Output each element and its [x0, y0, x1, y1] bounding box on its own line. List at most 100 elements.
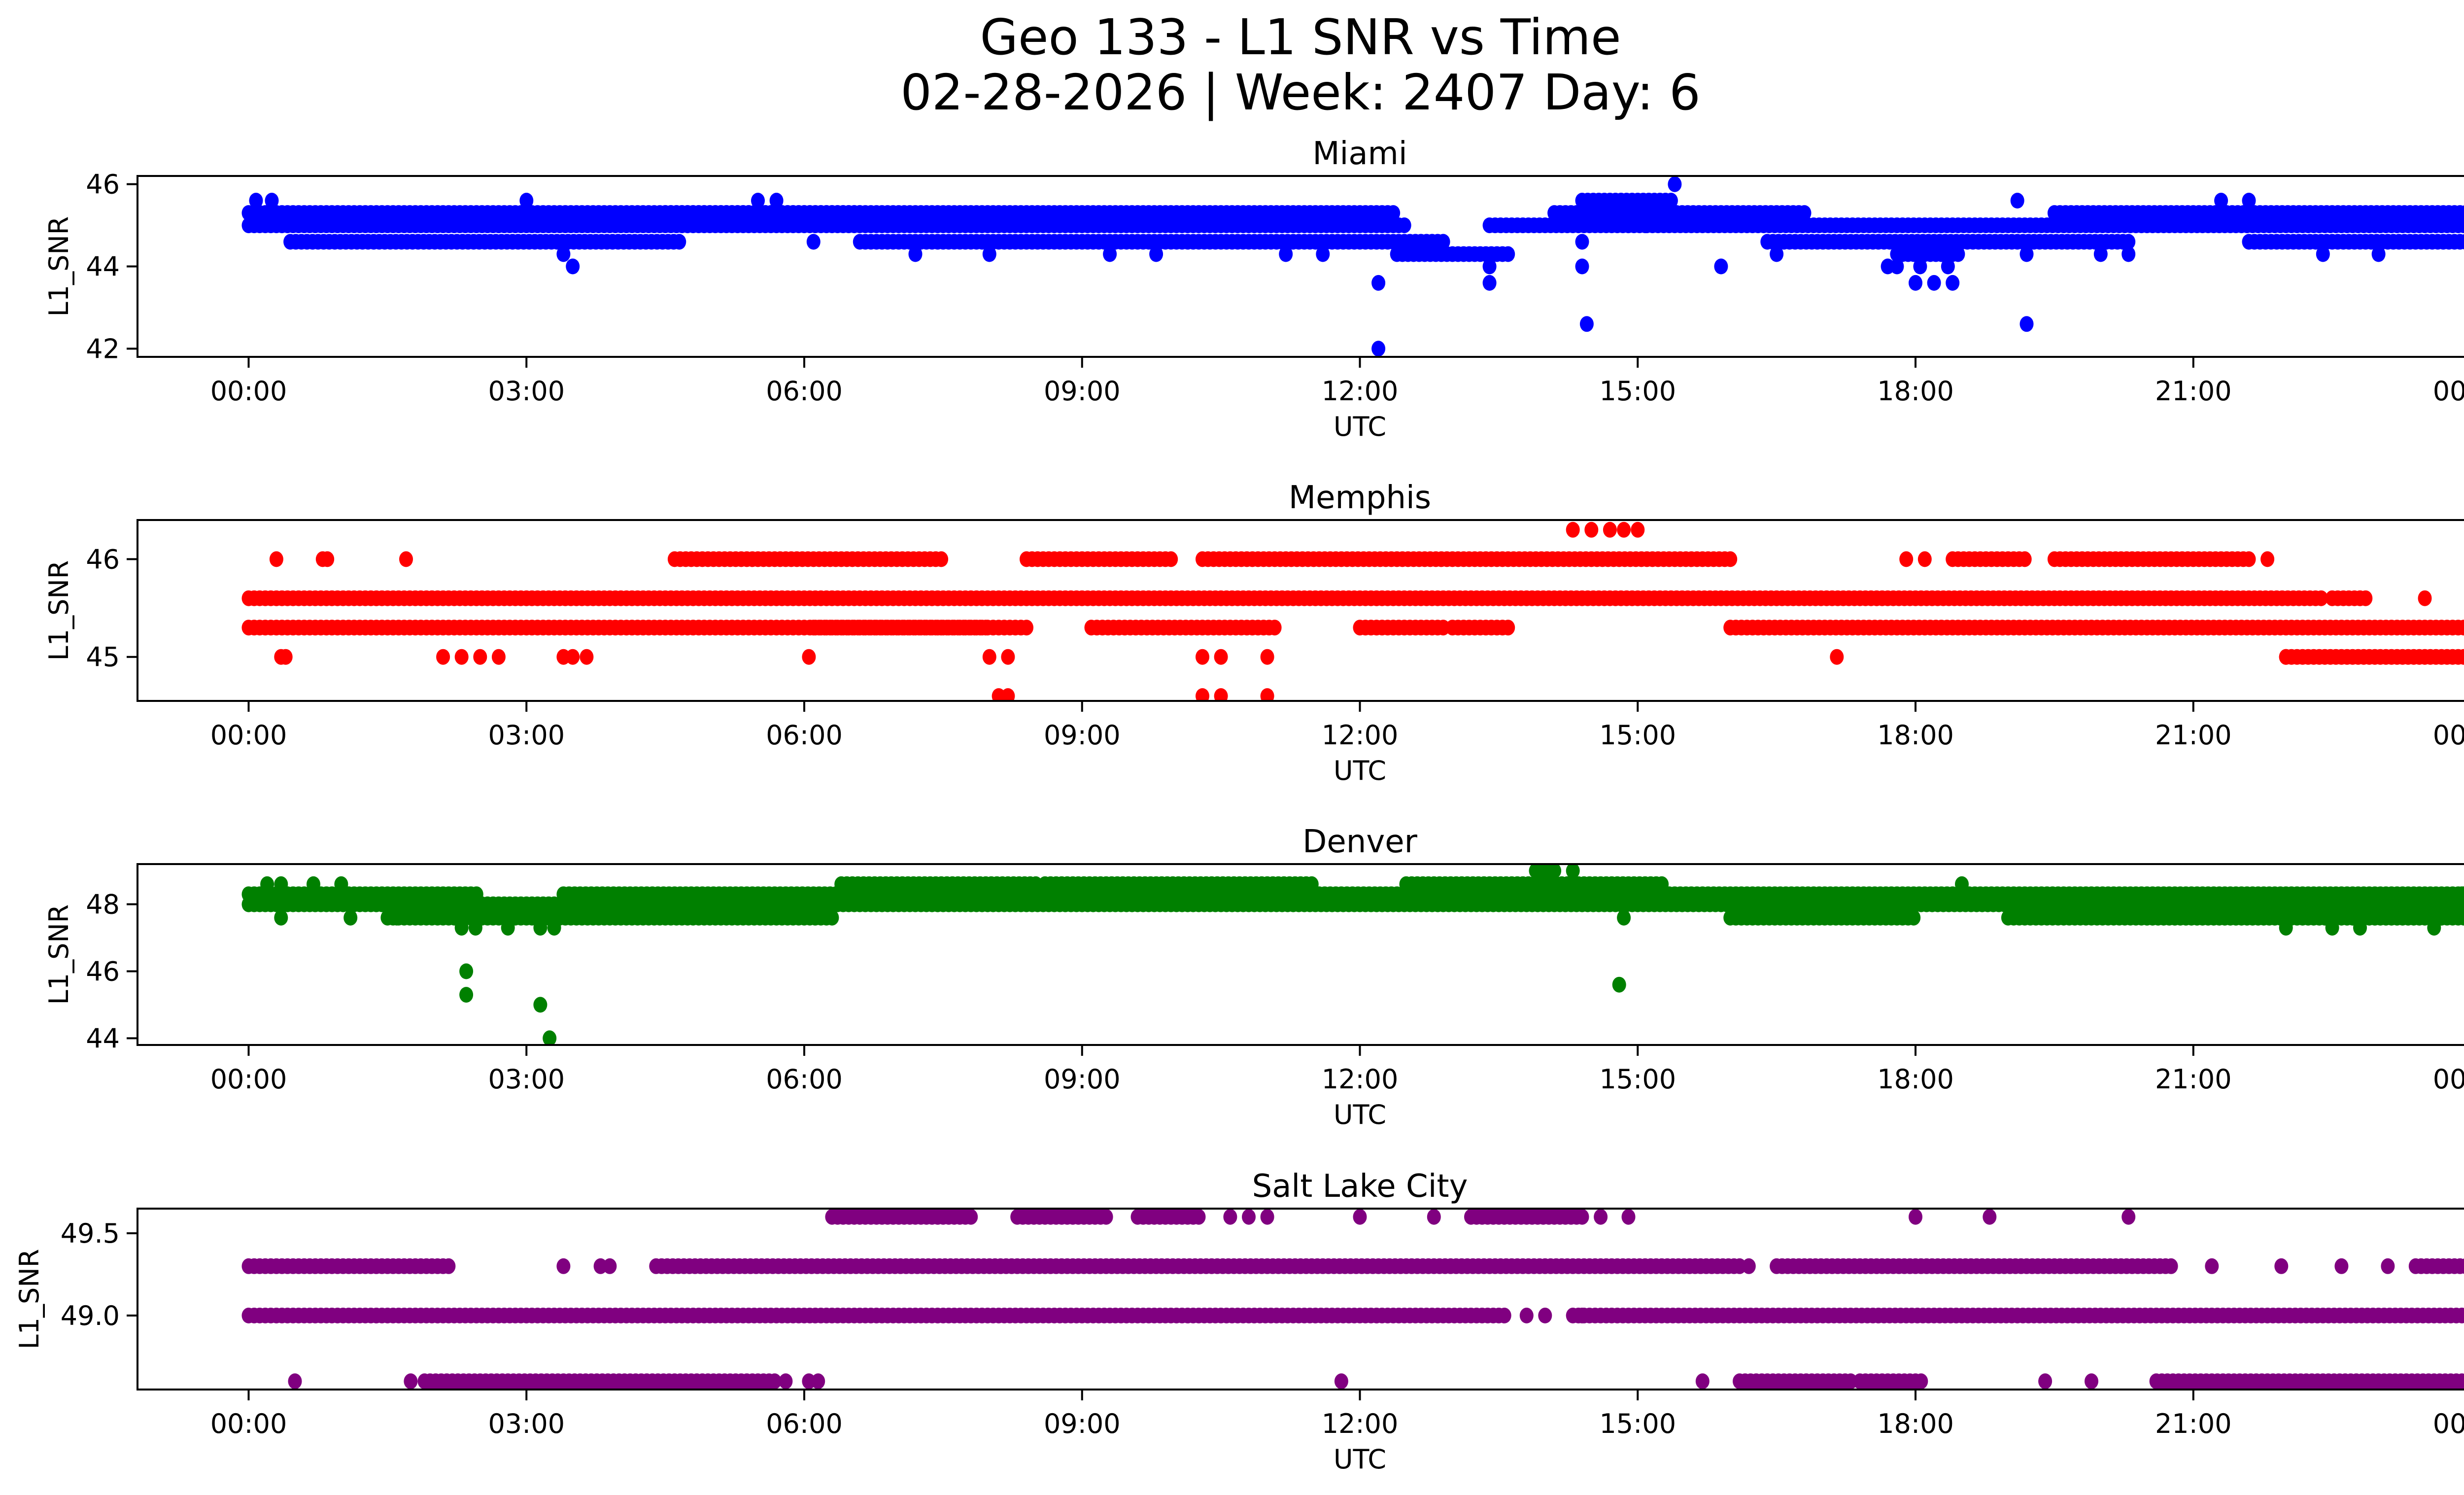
data-point	[2019, 316, 2034, 332]
data-point	[1951, 246, 1965, 262]
data-point	[278, 649, 293, 665]
data-point	[1575, 258, 1589, 275]
data-point	[265, 193, 279, 209]
data-point	[2314, 590, 2328, 606]
data-point	[2461, 1309, 2464, 1322]
data-point	[2122, 234, 2136, 250]
panels: Miami 00:00 03:00 06:00 09:00 12:00 15:00 18:00…	[14, 136, 2464, 1475]
data-point	[603, 1258, 617, 1274]
data-point	[1913, 258, 1927, 275]
data-point	[1214, 688, 1228, 701]
data-point	[459, 963, 474, 979]
data-point	[1566, 864, 1580, 879]
data-point	[1099, 1209, 1113, 1225]
data-point	[468, 920, 482, 936]
data-point	[2457, 909, 2464, 926]
data-point	[2279, 649, 2293, 665]
x-tick-label: 03:00	[488, 1064, 565, 1095]
data-point	[2334, 1258, 2349, 1274]
data-point	[2457, 649, 2464, 665]
x-tick-label: 09:00	[1044, 376, 1121, 407]
data-point	[1260, 1209, 1274, 1225]
data-point	[2316, 246, 2330, 262]
y-tick-label: 42	[86, 333, 120, 364]
data-point	[436, 649, 450, 665]
data-point	[2459, 205, 2464, 221]
chart-title: Geo 133 - L1 SNR vs Time	[980, 8, 1621, 66]
data-point	[1946, 275, 1960, 291]
data-point	[1621, 1209, 1636, 1225]
panel-memphis: Memphis 00:00 03:00 06:00 09:00 12:00 15:00 18:…	[43, 480, 2464, 786]
data-point	[2418, 590, 2432, 606]
x-tick-label: 12:00	[1322, 1408, 1399, 1439]
data-point	[1267, 620, 1282, 636]
data-point	[1371, 341, 1386, 357]
data-point	[1664, 193, 1678, 209]
data-point	[1655, 876, 1669, 892]
data-point	[2353, 590, 2367, 606]
data-point	[2214, 193, 2228, 209]
data-point	[1890, 258, 1904, 275]
y-axis-label: L1_SNR	[43, 216, 74, 317]
data-point	[1907, 909, 1921, 926]
data-point	[1955, 876, 1969, 892]
data-point	[908, 246, 923, 262]
data-point	[399, 551, 413, 567]
x-tick-label: 03:00	[488, 376, 565, 407]
data-point	[1020, 620, 1033, 636]
y-tick-label: 44	[86, 251, 120, 282]
panel-title: Miami	[1312, 136, 1407, 172]
chart-subtitle: 02-28-2026 | Week: 2407 Day: 6	[900, 64, 1700, 121]
data-point	[2085, 1373, 2098, 1390]
data-point	[2462, 912, 2464, 923]
data-point	[249, 193, 263, 209]
data-point	[274, 876, 288, 892]
data-point	[2242, 551, 2256, 567]
data-point	[1497, 1307, 1511, 1323]
data-point	[1196, 649, 1209, 665]
x-tick-label: 15:00	[1599, 720, 1676, 751]
data-point	[1695, 1373, 1710, 1390]
y-axis-label: L1_SNR	[43, 560, 74, 661]
data-point	[2325, 920, 2339, 936]
data-point	[825, 909, 839, 926]
data-point	[1260, 649, 1274, 665]
x-tick-label: 00:00	[210, 1064, 287, 1095]
data-point	[2122, 246, 2136, 262]
data-point	[2242, 193, 2256, 209]
data-point	[1927, 275, 1941, 291]
data-point	[2093, 246, 2108, 262]
x-axis-label: UTC	[1334, 1099, 1386, 1130]
data-point	[556, 246, 571, 262]
x-tick-label: 00:00	[2433, 376, 2464, 407]
data-point	[343, 909, 358, 926]
data-point	[1436, 234, 1450, 250]
data-point	[853, 205, 867, 221]
data-point	[1631, 522, 1645, 538]
data-point	[269, 551, 283, 567]
y-tick-label: 48	[86, 889, 120, 920]
x-tick-label: 15:00	[1599, 1064, 1676, 1095]
data-point	[802, 649, 816, 665]
y-tick-label: 49.0	[61, 1300, 120, 1331]
data-point	[1242, 1209, 1256, 1225]
panel-salt-lake-city: Salt Lake City 00:00 03:00 06:00 09:00 12:00 1…	[14, 1168, 2464, 1475]
data-point	[1214, 649, 1228, 665]
data-point	[1223, 1209, 1237, 1225]
data-point	[2353, 920, 2367, 936]
data-point	[1575, 1209, 1589, 1225]
data-point	[533, 997, 548, 1013]
data-point	[1983, 1209, 1997, 1225]
data-point	[556, 1258, 571, 1274]
panel-title: Salt Lake City	[1252, 1168, 1468, 1205]
x-tick-label: 00:00	[210, 376, 287, 407]
y-tick-label: 46	[86, 956, 120, 987]
data-point	[404, 1373, 418, 1390]
x-tick-label: 18:00	[1877, 720, 1954, 751]
data-point	[1149, 246, 1164, 262]
data-point	[934, 551, 949, 567]
data-point	[1575, 1307, 1589, 1323]
data-point	[1668, 176, 1682, 192]
data-point	[1579, 316, 1594, 332]
